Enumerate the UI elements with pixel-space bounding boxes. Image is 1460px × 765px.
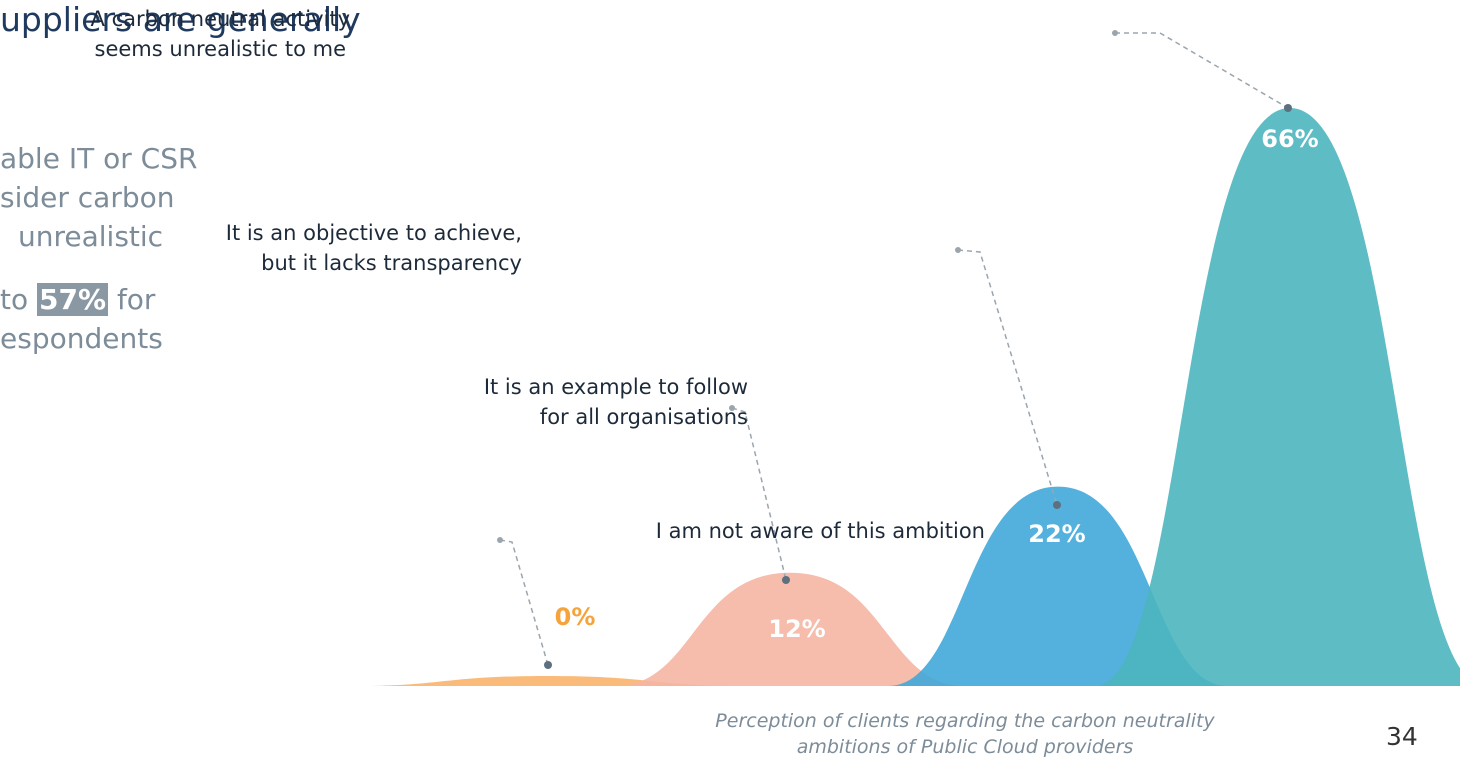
- value-label: 0%: [555, 603, 596, 631]
- caption: Perception of clients regarding the carb…: [715, 710, 1215, 758]
- text: to: [0, 283, 38, 316]
- body-line: unrealistic: [18, 220, 164, 253]
- text: for: [108, 283, 156, 316]
- leader-line: [1115, 32, 1289, 109]
- category-label: It is an objective to achieve, but it la…: [225, 221, 522, 275]
- body-line: sider carbon: [0, 181, 175, 214]
- category-label: I am not aware of this ambition: [655, 519, 985, 543]
- leader-dot: [729, 405, 735, 411]
- category-label: It is an example to follow for all organ…: [483, 375, 748, 429]
- leader-line: [499, 539, 549, 666]
- leader-line: [731, 407, 787, 581]
- body-line: to 57% for: [0, 283, 155, 316]
- leader-dot: [1112, 30, 1118, 36]
- leader-dot: [782, 576, 790, 584]
- page-number: 34: [1386, 722, 1418, 751]
- body-line: able IT or CSR: [0, 142, 198, 175]
- leader-dot: [1284, 104, 1292, 112]
- bell: [615, 572, 965, 686]
- body-line: espondents: [0, 322, 163, 355]
- highlight: 57%: [37, 283, 109, 316]
- leader-dot: [497, 537, 503, 543]
- leader-dot: [1053, 501, 1061, 509]
- leader-line: [957, 249, 1058, 506]
- bell: [1095, 108, 1460, 686]
- value-label: 66%: [1261, 125, 1318, 153]
- value-label: 22%: [1028, 520, 1085, 548]
- leader-dot: [955, 247, 961, 253]
- heading: uppliers are generally: [0, 0, 361, 39]
- category-label: A carbon neutral activity seems unrealis…: [90, 7, 350, 61]
- value-label: 12%: [768, 615, 825, 643]
- leader-dot: [544, 661, 552, 669]
